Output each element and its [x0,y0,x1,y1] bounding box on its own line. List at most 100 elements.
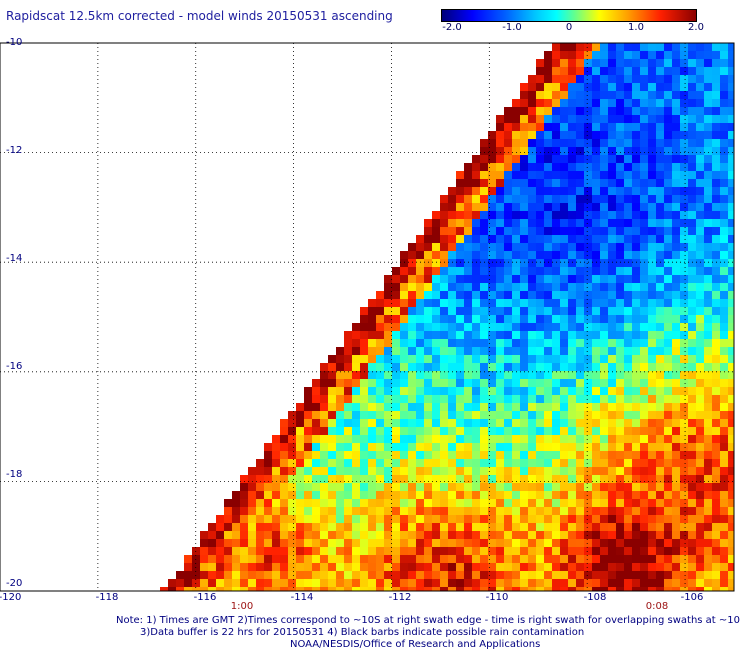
data-cell [400,275,408,283]
data-cell [424,555,432,563]
data-cell [608,347,616,355]
data-cell [512,275,520,283]
data-cell [408,443,416,451]
data-cell [664,579,672,587]
data-cell [720,219,728,227]
data-cell [504,563,512,571]
data-cell [656,211,664,219]
data-cell [408,371,416,379]
data-cell [504,267,512,275]
data-cell [336,515,344,523]
data-cell [584,163,592,171]
data-cell [560,515,568,523]
data-cell [560,363,568,371]
data-cell [712,347,720,355]
data-cell [512,211,520,219]
data-cell [616,315,624,323]
data-cell [480,147,488,155]
data-cell [680,491,688,499]
data-cell [560,171,568,179]
data-cell [536,227,544,235]
data-cell [696,523,704,531]
data-cell [424,243,432,251]
data-cell [552,515,560,523]
data-cell [568,451,576,459]
data-cell [488,531,496,539]
data-cell [608,515,616,523]
data-cell [568,443,576,451]
data-cell [360,371,368,379]
data-cell [256,475,264,483]
data-cell [640,523,648,531]
data-cell [728,459,734,467]
data-cell [560,147,568,155]
data-cell [344,547,352,555]
data-cell [696,323,704,331]
data-cell [680,427,688,435]
data-cell [264,443,272,451]
data-cell [648,259,656,267]
data-cell [640,355,648,363]
data-cell [480,555,488,563]
data-cell [448,475,456,483]
data-cell [712,411,720,419]
data-cell [424,379,432,387]
data-cell [376,579,384,587]
data-cell [384,531,392,539]
data-cell [472,251,480,259]
data-cell [240,555,248,563]
data-cell [720,291,728,299]
data-cell [480,323,488,331]
data-cell [648,163,656,171]
data-cell [600,331,608,339]
data-cell [272,547,280,555]
data-cell [232,547,240,555]
data-cell [568,267,576,275]
data-cell [600,499,608,507]
data-cell [568,315,576,323]
data-cell [592,483,600,491]
data-cell [552,219,560,227]
data-cell [376,395,384,403]
data-cell [512,179,520,187]
data-cell [616,75,624,83]
data-cell [712,531,720,539]
data-cell [504,315,512,323]
data-cell [408,251,416,259]
data-cell [392,315,400,323]
data-cell [624,91,632,99]
data-cell [352,555,360,563]
data-cell [680,379,688,387]
data-cell [576,459,584,467]
data-cell [720,523,728,531]
data-cell [528,163,536,171]
data-cell [624,339,632,347]
data-cell [536,91,544,99]
data-cell [664,371,672,379]
data-cell [592,411,600,419]
data-cell [408,579,416,587]
data-cell [632,467,640,475]
data-cell [456,179,464,187]
data-cell [424,235,432,243]
data-cell [624,355,632,363]
data-cell [584,571,592,579]
data-cell [352,571,360,579]
data-cell [712,315,720,323]
data-cell [432,267,440,275]
data-cell [576,179,584,187]
data-cell [360,483,368,491]
data-cell [376,459,384,467]
data-cell [296,467,304,475]
data-cell [656,227,664,235]
data-cell [352,451,360,459]
data-cell [672,355,680,363]
data-cell [672,555,680,563]
data-cell [592,75,600,83]
data-cell [376,555,384,563]
data-cell [672,523,680,531]
data-cell [576,371,584,379]
data-cell [616,499,624,507]
data-cell [480,155,488,163]
